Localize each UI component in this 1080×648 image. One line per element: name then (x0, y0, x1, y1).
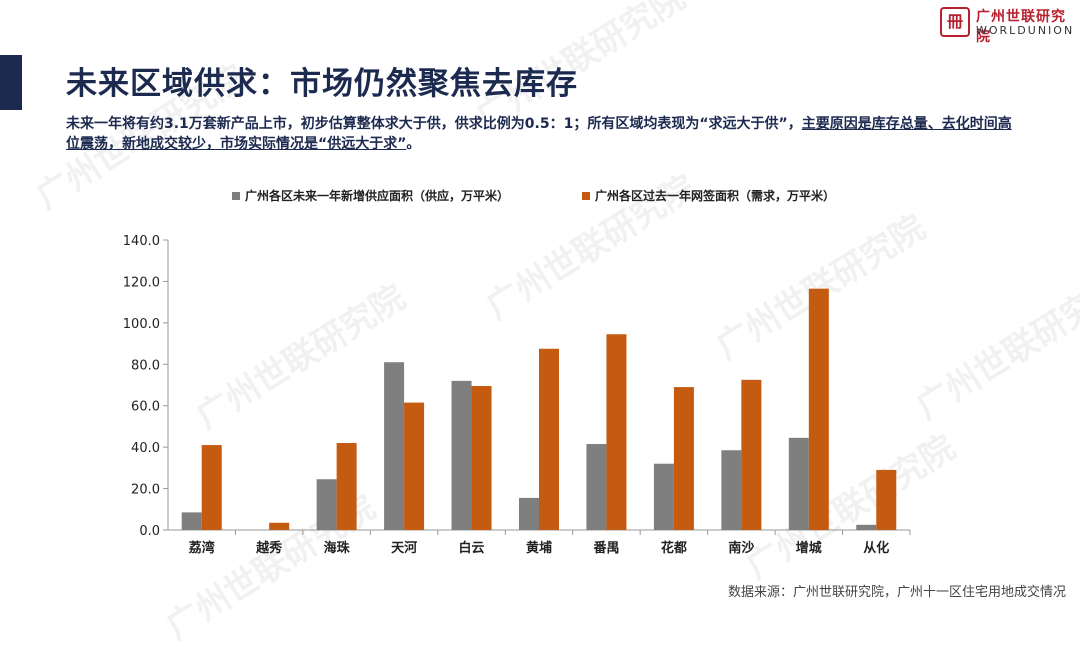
legend-swatch-demand (582, 192, 590, 200)
logo-name-en: WORLDUNION (976, 24, 1075, 37)
x-tick-label: 花都 (661, 540, 687, 556)
y-tick-label: 20.0 (131, 483, 160, 498)
demand-bar (808, 288, 829, 530)
supply-bar (721, 450, 742, 530)
demand-bar (471, 386, 492, 530)
demand-bar (269, 522, 290, 530)
legend-label-demand: 广州各区过去一年网签面积（需求，万平米） (595, 188, 835, 203)
supply-bar (316, 479, 337, 530)
y-tick-label: 100.0 (123, 317, 160, 332)
demand-bar (539, 348, 559, 530)
company-seal-icon: 冊 (940, 7, 970, 37)
x-tick-label: 黄埔 (526, 540, 552, 556)
x-tick-label: 海珠 (324, 540, 351, 556)
logo-name-cn: 广州世联研究院 (976, 9, 1066, 45)
legend-swatch-supply (232, 192, 240, 200)
supply-bar (384, 362, 405, 530)
data-source-note: 数据来源：广州世联研究院，广州十一区住宅用地成交情况 (727, 585, 1066, 600)
demand-bar (606, 334, 627, 530)
x-tick-label: 荔湾 (188, 540, 215, 556)
supply-bar (788, 437, 809, 530)
y-tick-label: 0.0 (139, 524, 160, 539)
supply-bar (181, 512, 202, 530)
x-tick-label: 天河 (391, 540, 417, 556)
y-tick-label: 120.0 (123, 275, 160, 290)
y-tick-label: 80.0 (131, 358, 160, 373)
x-tick-label: 越秀 (255, 540, 283, 556)
y-tick-label: 40.0 (131, 441, 160, 456)
y-tick-label: 140.0 (123, 234, 160, 249)
supply-bar (856, 524, 877, 530)
demand-bar (876, 469, 897, 530)
supply-bar (451, 380, 472, 530)
demand-bar (336, 443, 357, 530)
legend-label-supply: 广州各区未来一年新增供应面积（供应，万平米） (245, 188, 509, 203)
supply-bar (653, 463, 674, 530)
x-tick-label: 南沙 (728, 540, 754, 556)
brand-logo: 冊 广州世联研究院 WORLDUNION (940, 6, 1075, 45)
supply-bar (519, 497, 539, 530)
bar-chart: 0.0 20.0 40.0 60.0 80.0 100.0 120.0 140.0 荔湾 越秀 海珠… (123, 188, 911, 556)
demand-bar (201, 445, 222, 530)
demand-bar (404, 402, 425, 530)
supply-bar (586, 444, 607, 530)
demand-bar (673, 387, 694, 530)
y-tick-label: 60.0 (131, 400, 160, 415)
x-tick-label: 增城 (796, 540, 822, 556)
description-part-3: 。 (406, 136, 421, 152)
description-highlight: 主要原因是库存总量、去化时间高位震荡，新地成交较少，市场实际情况是“供远大于求” (66, 116, 1012, 152)
title-accent-bar (0, 55, 22, 110)
x-tick-label: 从化 (863, 540, 889, 556)
x-tick-label: 白云 (459, 540, 485, 556)
page-title: 未来区域供求：市场仍然聚焦去库存 (66, 66, 578, 102)
page-description: 未来一年将有约3.1万套新产品上市，初步估算整体求大于供，供求比例为0.5：1；… (66, 114, 1016, 154)
description-part-1: 未来一年将有约3.1万套新产品上市，初步估算整体求大于供，供求比例为0.5：1；… (66, 116, 802, 132)
x-tick-label: 番禺 (592, 540, 619, 556)
demand-bar (741, 379, 762, 530)
